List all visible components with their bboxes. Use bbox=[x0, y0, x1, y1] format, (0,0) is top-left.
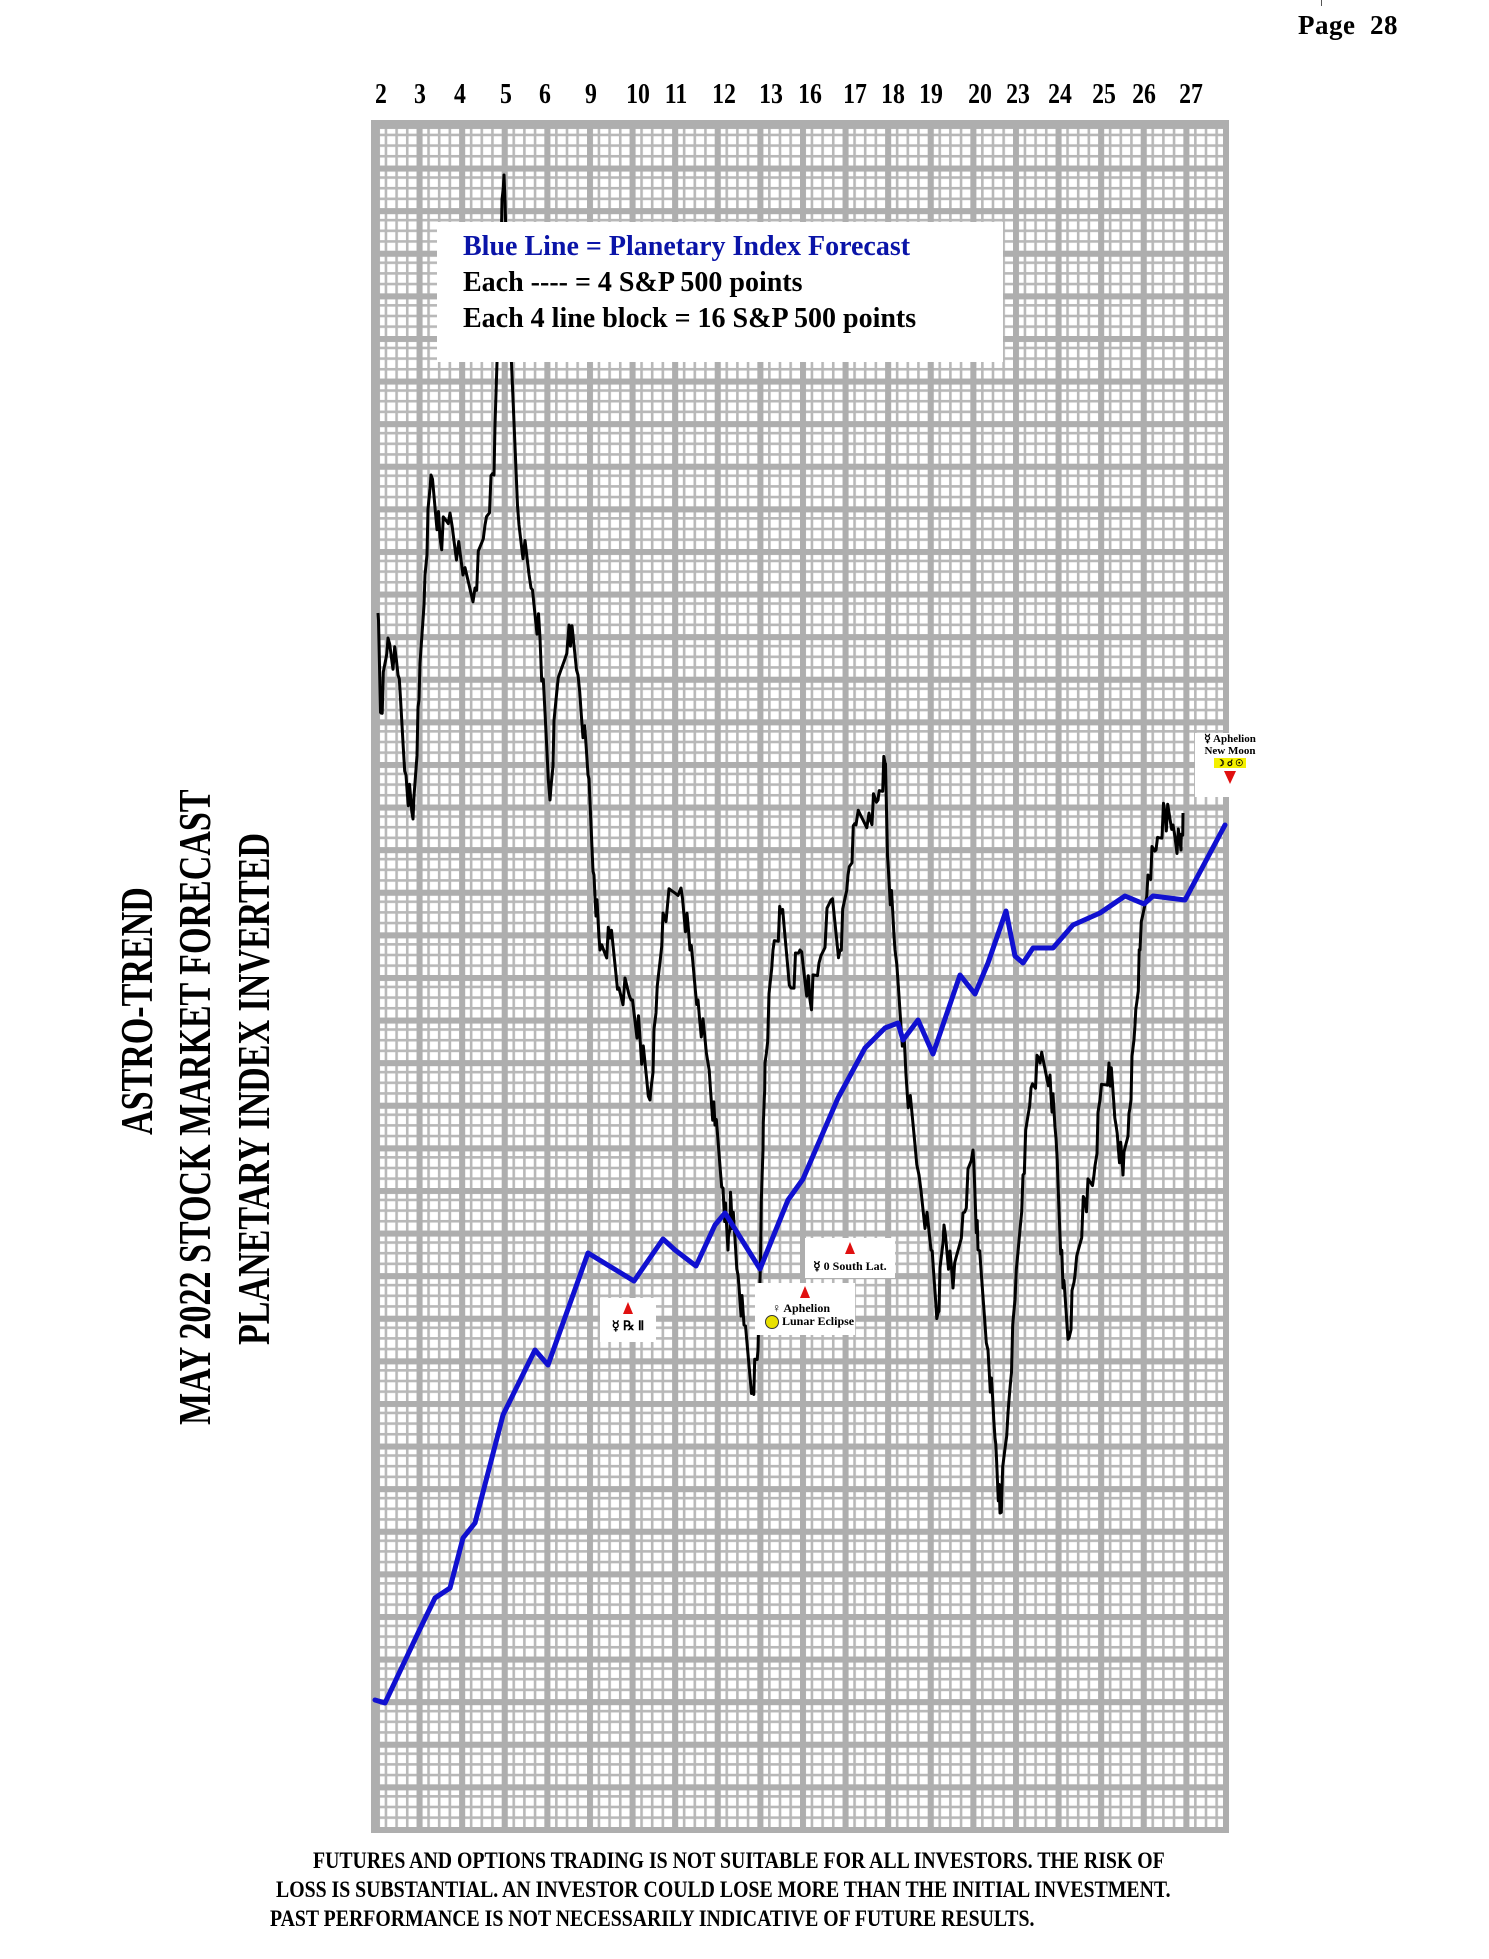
x-tick: 18 bbox=[881, 78, 905, 110]
x-tick: 9 bbox=[585, 78, 597, 110]
grid-major bbox=[374, 123, 1226, 1830]
annotation-mercury-aphelion-new-moon: ☿ Aphelion New Moon ☽ ☌ ☉ bbox=[1195, 733, 1265, 797]
page-top-tick bbox=[1321, 0, 1322, 6]
x-tick: 24 bbox=[1048, 78, 1072, 110]
title-line-1: ASTRO-TREND bbox=[111, 887, 162, 1135]
x-tick: 19 bbox=[919, 78, 943, 110]
legend-forecast-label: Blue Line = Planetary Index Forecast bbox=[463, 231, 911, 262]
x-tick: 6 bbox=[539, 78, 551, 110]
x-tick: 4 bbox=[454, 78, 466, 110]
annotation-text: ♀ Aphelion bbox=[772, 1301, 831, 1315]
disclaimer-line-3: PAST PERFORMANCE IS NOT NECESSARILY INDI… bbox=[270, 1906, 1035, 1931]
x-tick: 13 bbox=[759, 78, 783, 110]
annotation-mercury-south-lat: ☿ 0 South Lat. bbox=[805, 1238, 895, 1278]
x-tick: 5 bbox=[500, 78, 512, 110]
disclaimer-line-2: LOSS IS SUBSTANTIAL. AN INVESTOR COULD L… bbox=[276, 1877, 1171, 1902]
x-tick: 27 bbox=[1179, 78, 1203, 110]
title-line-3: PLANETARY INDEX INVERTED bbox=[228, 832, 279, 1345]
x-tick: 11 bbox=[664, 78, 688, 110]
arrow-up-icon bbox=[623, 1302, 633, 1314]
forecast-line bbox=[372, 822, 1228, 1706]
legend-box: Blue Line = Planetary Index Forecast Eac… bbox=[437, 222, 1003, 362]
x-tick: 10 bbox=[626, 78, 650, 110]
lunar-eclipse-icon bbox=[765, 1315, 779, 1330]
x-tick: 25 bbox=[1092, 78, 1116, 110]
annotation-text: ☿ Aphelion bbox=[1204, 733, 1256, 745]
arrow-down-icon bbox=[1224, 771, 1236, 784]
x-tick: 23 bbox=[1006, 78, 1030, 110]
arrow-up-icon bbox=[800, 1286, 810, 1298]
annotation-text: Lunar Eclipse bbox=[782, 1314, 855, 1328]
arrow-up-icon bbox=[845, 1242, 855, 1254]
legend-line-scale: Each ---- = 4 S&P 500 points bbox=[463, 267, 803, 298]
legend-block-scale: Each 4 line block = 16 S&P 500 points bbox=[463, 303, 917, 334]
page-label: Page bbox=[1298, 10, 1356, 40]
annotation-text: ☿ ℞ Ⅱ bbox=[611, 1318, 645, 1333]
x-tick: 20 bbox=[968, 78, 992, 110]
x-tick: 26 bbox=[1132, 78, 1156, 110]
page-number-value: 28 bbox=[1369, 10, 1398, 40]
x-tick: 2 bbox=[375, 78, 387, 110]
x-tick: 16 bbox=[798, 78, 822, 110]
x-axis-day-labels: 2 3 4 5 6 9 10 11 12 13 16 17 18 19 20 2… bbox=[0, 78, 1489, 118]
conjunction-symbols: ☽ ☌ ☉ bbox=[1213, 758, 1247, 768]
x-tick: 12 bbox=[712, 78, 736, 110]
annotation-mercury-retrograde: ☿ ℞ Ⅱ bbox=[600, 1298, 656, 1342]
disclaimer-line-1: FUTURES AND OPTIONS TRADING IS NOT SUITA… bbox=[313, 1848, 1165, 1873]
x-tick: 3 bbox=[414, 78, 426, 110]
x-tick: 17 bbox=[843, 78, 867, 110]
title-line-2: MAY 2022 STOCK MARKET FORECAST bbox=[169, 789, 220, 1425]
annotation-text: New Moon bbox=[1204, 745, 1256, 757]
grid-border bbox=[371, 120, 1229, 1833]
annotation-venus-aphelion-eclipse: ♀ Aphelion Lunar Eclipse bbox=[755, 1283, 855, 1335]
page-number: Page 28 bbox=[1298, 10, 1398, 41]
annotation-text: ☿ 0 South Lat. bbox=[813, 1259, 887, 1273]
